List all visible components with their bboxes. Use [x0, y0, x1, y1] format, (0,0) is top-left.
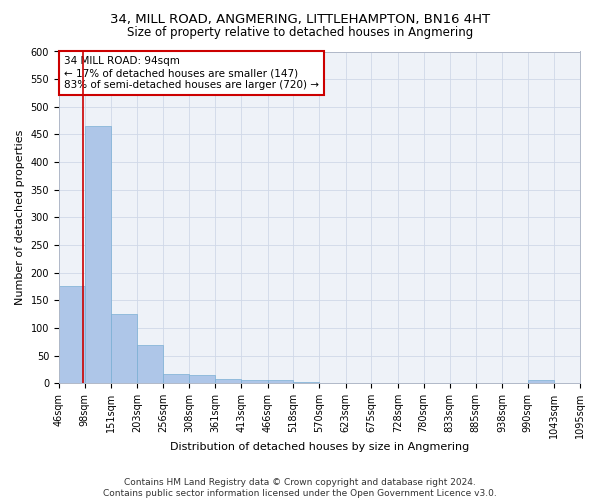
Bar [215, 379, 241, 383]
Bar [554, 382, 580, 383]
Bar [137, 344, 163, 383]
Y-axis label: Number of detached properties: Number of detached properties [15, 130, 25, 305]
Bar [241, 380, 268, 383]
Bar [189, 375, 215, 383]
Bar [319, 382, 346, 383]
Text: 34 MILL ROAD: 94sqm
← 17% of detached houses are smaller (147)
83% of semi-detac: 34 MILL ROAD: 94sqm ← 17% of detached ho… [64, 56, 319, 90]
Text: 34, MILL ROAD, ANGMERING, LITTLEHAMPTON, BN16 4HT: 34, MILL ROAD, ANGMERING, LITTLEHAMPTON,… [110, 12, 490, 26]
Bar [293, 382, 319, 383]
Bar [85, 126, 111, 383]
X-axis label: Distribution of detached houses by size in Angmering: Distribution of detached houses by size … [170, 442, 469, 452]
Text: Contains HM Land Registry data © Crown copyright and database right 2024.
Contai: Contains HM Land Registry data © Crown c… [103, 478, 497, 498]
Bar [346, 382, 371, 383]
Text: Size of property relative to detached houses in Angmering: Size of property relative to detached ho… [127, 26, 473, 39]
Bar [59, 286, 85, 383]
Bar [163, 374, 189, 383]
Bar [111, 314, 137, 383]
Bar [528, 380, 554, 383]
Bar [268, 380, 293, 383]
